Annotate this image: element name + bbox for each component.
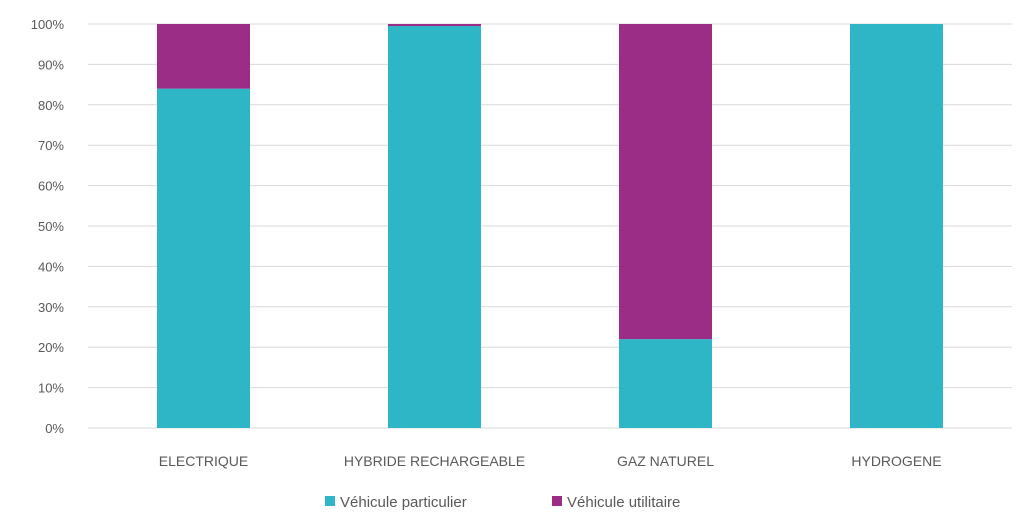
y-tick-label: 30% — [38, 300, 64, 315]
bar-segment-particulier — [619, 339, 712, 428]
y-tick-label: 60% — [38, 179, 64, 194]
bar-segment-particulier — [388, 26, 481, 429]
legend-label: Véhicule utilitaire — [567, 494, 680, 511]
x-category-label: HYBRIDE RECHARGEABLE — [344, 453, 525, 469]
legend-label: Véhicule particulier — [340, 494, 467, 511]
legend-swatch — [552, 496, 562, 506]
x-axis-categories: ELECTRIQUE HYBRIDE RECHARGEABLE GAZ NATURE… — [159, 453, 942, 469]
y-tick-label: 90% — [38, 57, 64, 72]
y-tick-label: 50% — [38, 219, 64, 234]
y-tick-label: 0% — [45, 421, 64, 436]
y-tick-label: 10% — [38, 381, 64, 396]
y-tick-label: 100% — [31, 17, 65, 32]
bars — [157, 24, 943, 429]
y-axis-ticks: 0% 10% 20% 30% 40% 50% 60% 70% 80% 90% 100% — [31, 17, 65, 436]
legend-swatch — [325, 496, 335, 506]
bar-segment-utilitaire — [619, 24, 712, 340]
y-tick-label: 40% — [38, 259, 64, 274]
y-tick-label: 20% — [38, 340, 64, 355]
bar-segment-particulier — [157, 88, 250, 428]
legend: Véhicule particulier Véhicule utilitaire — [325, 494, 680, 511]
y-tick-label: 80% — [38, 98, 64, 113]
x-category-label: GAZ NATUREL — [617, 453, 714, 469]
y-tick-label: 70% — [38, 138, 64, 153]
x-category-label: ELECTRIQUE — [159, 453, 248, 469]
bar-segment-utilitaire — [388, 24, 481, 27]
bar-segment-particulier — [850, 24, 943, 428]
bar-segment-utilitaire — [157, 24, 250, 89]
x-category-label: HYDROGENE — [851, 453, 941, 469]
